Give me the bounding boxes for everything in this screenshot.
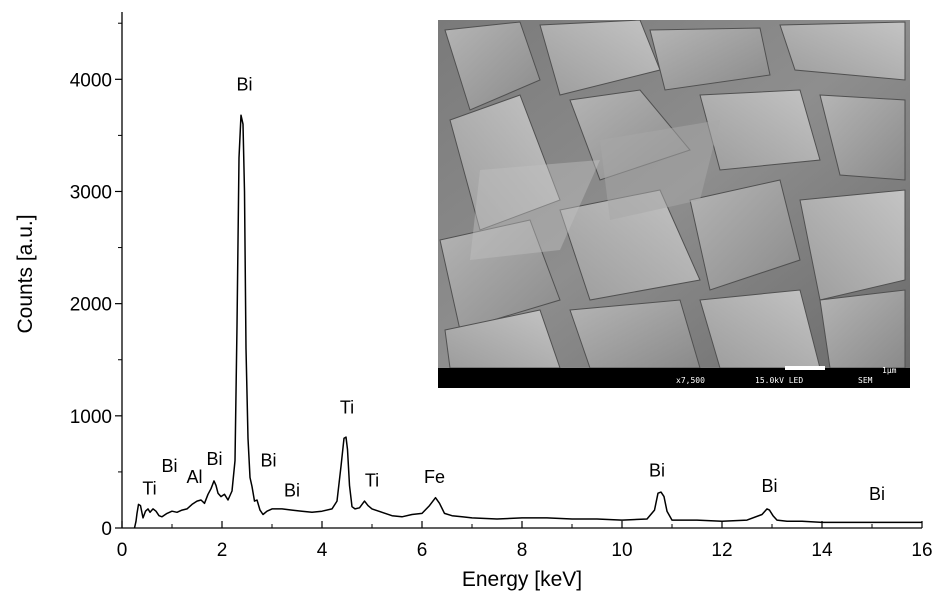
peak-label: Bi [206, 449, 222, 469]
peak-label: Fe [424, 467, 445, 487]
peak-label: Bi [761, 476, 777, 496]
peak-label: Al [186, 467, 202, 487]
x-tick-label: 16 [911, 540, 932, 561]
peak-label: Bi [649, 460, 665, 480]
y-axis-title: Counts [a.u.] [14, 214, 37, 333]
sem-scale-label: 1μm [882, 366, 897, 375]
x-tick-label: 0 [117, 540, 128, 561]
x-tick-label: 8 [517, 540, 528, 561]
x-tick-label: 14 [811, 540, 833, 561]
x-tick-label: 4 [317, 540, 328, 561]
sem-voltage: 15.0kV LED [755, 376, 803, 385]
x-axis-title: Energy [keV] [462, 568, 582, 591]
peak-label: Ti [365, 470, 379, 490]
y-tick-label: 1000 [70, 407, 112, 428]
peak-label: Ti [142, 478, 156, 498]
axes: 0 2 4 6 8 10 12 14 16 0 1000 2000 3000 4000 Energy [ke… [14, 12, 933, 591]
x-tick-label: 6 [417, 540, 428, 561]
x-tick-label: 10 [611, 540, 632, 561]
spectrum-line [133, 114, 922, 529]
peak-label: Bi [869, 484, 885, 504]
y-tick-label: 3000 [70, 182, 112, 203]
scale-bar [785, 366, 825, 370]
y-tick-label: 2000 [70, 295, 112, 316]
peak-label: Bi [260, 450, 276, 470]
sem-mode: SEM [858, 376, 873, 385]
sem-magnification: x7,500 [676, 376, 705, 385]
x-tick-label: 2 [217, 540, 228, 561]
peak-label: Bi [284, 481, 300, 501]
y-tick-label: 4000 [70, 70, 112, 91]
peak-label: Ti [340, 398, 354, 418]
series-layer [133, 114, 922, 529]
peak-label: Bi [236, 75, 252, 95]
sem-inset: 1μm x7,500 15.0kV LED SEM [438, 20, 910, 388]
peak-label: Bi [161, 456, 177, 476]
y-tick-label: 0 [101, 519, 112, 540]
x-tick-label: 12 [711, 540, 732, 561]
